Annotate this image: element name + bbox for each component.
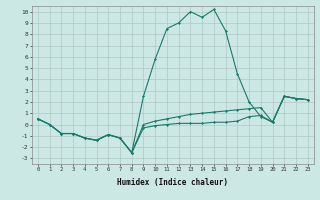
X-axis label: Humidex (Indice chaleur): Humidex (Indice chaleur) xyxy=(117,178,228,187)
